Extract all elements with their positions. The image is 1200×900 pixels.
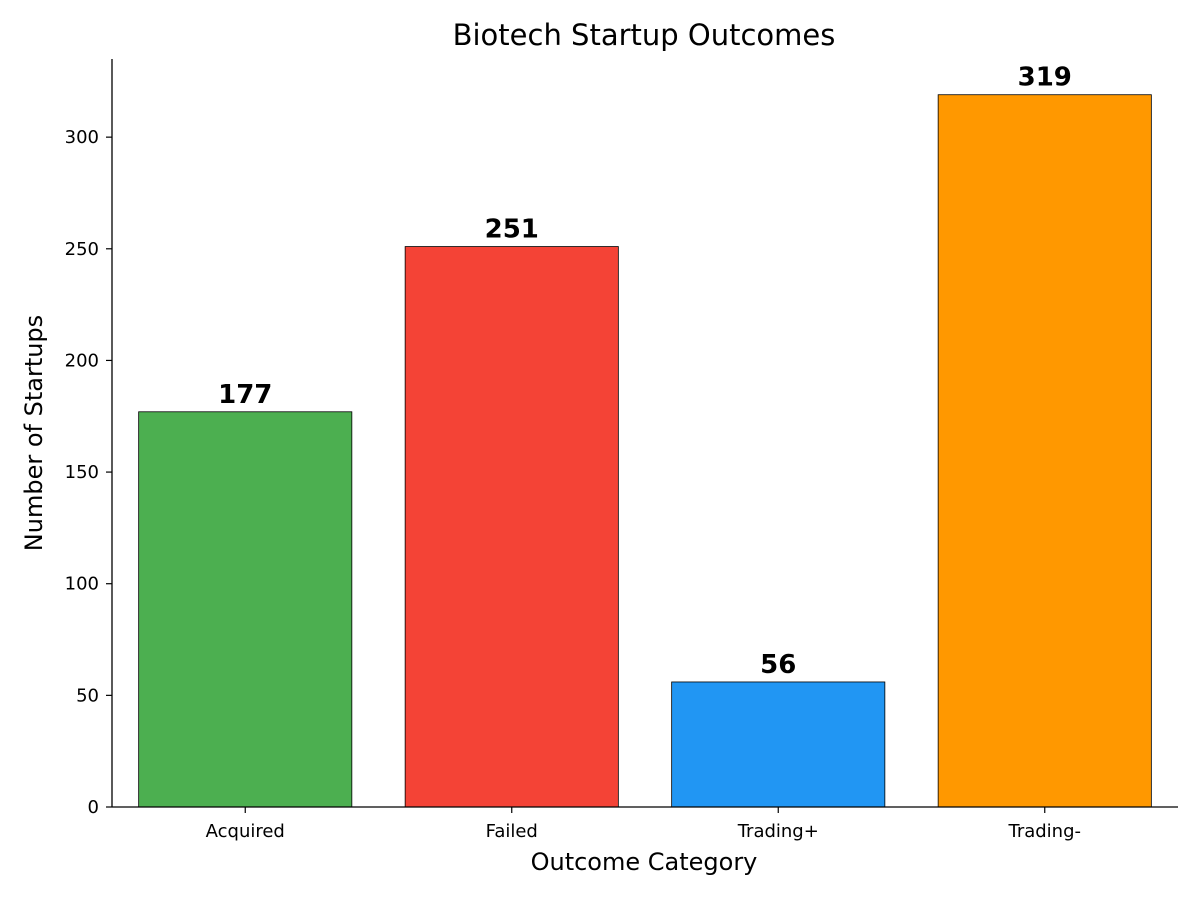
chart-title: Biotech Startup Outcomes <box>453 18 836 52</box>
data-label-acquired: 177 <box>218 380 272 410</box>
y-axis-label: Number of Startups <box>20 315 48 551</box>
data-label-trading-minus: 319 <box>1018 63 1072 93</box>
x-tick-label-failed: Failed <box>486 821 538 842</box>
y-tick-label-250: 250 <box>65 239 99 260</box>
x-tick-label-acquired: Acquired <box>206 821 285 842</box>
bar-trading-minus <box>937 94 1152 808</box>
x-tick-label-trading-plus: Trading+ <box>737 821 819 842</box>
x-tick-label-trading-minus: Trading- <box>1007 821 1081 842</box>
x-axis-label: Outcome Category <box>531 848 758 876</box>
data-label-failed: 251 <box>485 215 539 245</box>
y-tick-label-200: 200 <box>65 350 99 371</box>
data-label-trading-plus: 56 <box>760 650 796 680</box>
data-labels-group: 177 251 56 319 <box>218 63 1072 680</box>
bar-acquired <box>138 411 353 808</box>
y-tick-label-50: 50 <box>76 685 99 706</box>
bar-failed <box>404 246 619 808</box>
y-tick-label-100: 100 <box>65 574 99 595</box>
y-tick-label-300: 300 <box>65 127 99 148</box>
y-ticks-group: 0 50 100 150 200 250 300 <box>65 127 112 818</box>
y-tick-label-150: 150 <box>65 462 99 483</box>
y-tick-label-0: 0 <box>88 797 99 818</box>
x-ticks-group: Acquired Failed Trading+ Trading- <box>206 807 1081 842</box>
bar-trading-plus <box>671 681 886 808</box>
bars-group <box>138 94 1152 808</box>
